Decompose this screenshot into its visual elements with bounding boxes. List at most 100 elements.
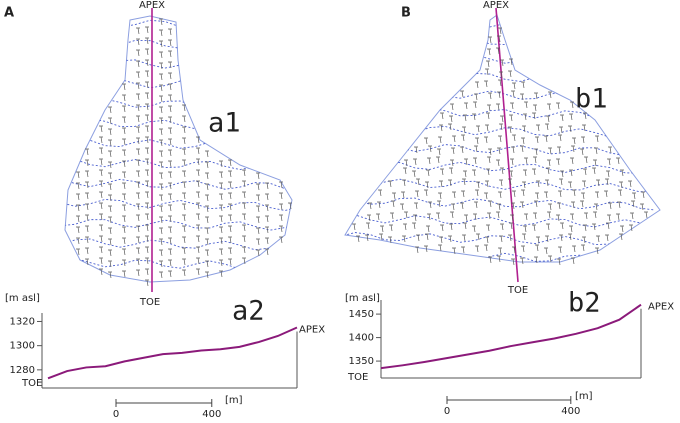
symbol bbox=[205, 194, 209, 202]
symbol bbox=[219, 193, 223, 201]
symbol bbox=[474, 201, 478, 209]
symbol bbox=[108, 117, 112, 125]
symbol bbox=[404, 211, 408, 219]
symbol bbox=[570, 101, 574, 109]
symbol bbox=[136, 225, 140, 233]
symbol bbox=[168, 116, 172, 124]
symbol bbox=[242, 224, 246, 232]
symbol bbox=[368, 202, 372, 210]
symbol bbox=[568, 125, 572, 133]
start-label: TOE bbox=[347, 372, 368, 383]
symbol bbox=[584, 212, 588, 220]
symbol bbox=[205, 183, 209, 191]
symbol bbox=[560, 170, 564, 178]
symbol bbox=[558, 246, 562, 254]
symbol bbox=[242, 257, 246, 265]
contour bbox=[345, 106, 656, 120]
panel-label: A bbox=[4, 6, 14, 21]
symbol bbox=[536, 180, 540, 188]
contour bbox=[345, 51, 656, 66]
symbol bbox=[256, 205, 260, 213]
symbol bbox=[219, 160, 223, 168]
symbol bbox=[168, 50, 172, 58]
symbol bbox=[629, 224, 633, 232]
symbol bbox=[568, 181, 572, 189]
symbol bbox=[547, 103, 551, 111]
contour bbox=[345, 178, 656, 193]
symbol bbox=[523, 225, 527, 233]
symbol bbox=[499, 71, 503, 79]
symbol bbox=[508, 126, 512, 134]
symbol bbox=[415, 190, 419, 198]
symbol bbox=[122, 237, 126, 245]
symbol bbox=[168, 105, 172, 113]
symbol bbox=[498, 247, 502, 255]
symbol bbox=[461, 246, 465, 254]
symbol bbox=[533, 104, 537, 112]
symbol bbox=[414, 202, 418, 210]
map-a bbox=[64, 8, 293, 292]
symbol bbox=[85, 203, 89, 211]
symbol bbox=[558, 190, 562, 198]
symbol bbox=[452, 191, 456, 199]
symbol bbox=[136, 258, 140, 266]
contour bbox=[345, 195, 656, 211]
symbol bbox=[524, 101, 528, 109]
symbol bbox=[265, 248, 269, 256]
symbol bbox=[352, 223, 356, 231]
symbol bbox=[168, 171, 172, 179]
symbol bbox=[450, 159, 454, 167]
symbol bbox=[85, 159, 89, 167]
symbol bbox=[511, 258, 515, 266]
symbol bbox=[448, 179, 452, 187]
symbol bbox=[108, 194, 112, 202]
symbol bbox=[265, 237, 269, 245]
symbol bbox=[122, 182, 126, 190]
symbol bbox=[596, 235, 600, 243]
symbol bbox=[136, 38, 140, 46]
toe-label: TOE bbox=[507, 285, 528, 296]
symbol bbox=[366, 222, 370, 230]
symbol bbox=[205, 216, 209, 224]
symbol bbox=[524, 157, 528, 165]
symbol bbox=[76, 182, 80, 190]
symbol bbox=[571, 201, 575, 209]
symbol bbox=[182, 104, 186, 112]
symbol bbox=[279, 203, 283, 211]
symbol bbox=[99, 257, 103, 265]
symbol bbox=[108, 172, 112, 180]
symbol bbox=[136, 203, 140, 211]
symbol bbox=[108, 271, 112, 279]
symbol bbox=[464, 158, 468, 166]
symbol bbox=[108, 183, 112, 191]
symbol bbox=[205, 238, 209, 246]
contour bbox=[345, 124, 656, 138]
symbol bbox=[205, 227, 209, 235]
symbol bbox=[440, 112, 444, 120]
symbol bbox=[499, 179, 503, 187]
symbol bbox=[559, 126, 563, 134]
symbol bbox=[182, 236, 186, 244]
symbol bbox=[544, 135, 548, 143]
symbol bbox=[426, 169, 430, 177]
symbol bbox=[256, 194, 260, 202]
symbol bbox=[145, 48, 149, 56]
symbol bbox=[145, 180, 149, 188]
symbol bbox=[616, 157, 620, 165]
symbol bbox=[228, 192, 232, 200]
symbol bbox=[219, 226, 223, 234]
symbol bbox=[641, 191, 645, 199]
symbol bbox=[196, 213, 200, 221]
symbol bbox=[168, 28, 172, 36]
symbol bbox=[630, 212, 634, 220]
symbol bbox=[488, 200, 492, 208]
symbol bbox=[534, 200, 538, 208]
symbol bbox=[534, 256, 538, 264]
symbol bbox=[288, 202, 292, 210]
symbol bbox=[159, 271, 163, 279]
symbol bbox=[472, 113, 476, 121]
symbol bbox=[547, 159, 551, 167]
symbol bbox=[145, 70, 149, 78]
symbol bbox=[500, 223, 504, 231]
symbol bbox=[228, 170, 232, 178]
